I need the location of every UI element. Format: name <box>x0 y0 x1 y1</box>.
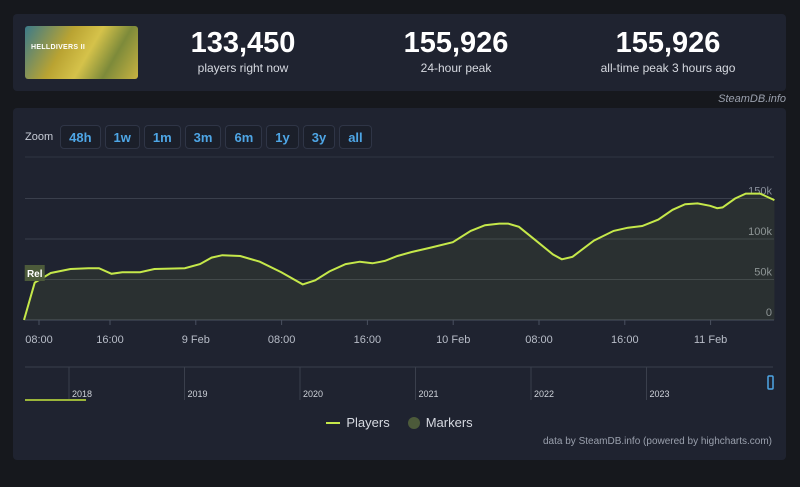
chart-card: Zoom 48h 1w 1m 3m 6m 1y 3y all Players M… <box>13 108 786 460</box>
stat-24h-peak: 155,926 24-hour peak <box>356 26 556 75</box>
navigator-year-label: 2020 <box>303 389 323 399</box>
zoom-6m-button[interactable]: 6m <box>225 125 263 149</box>
zoom-controls: Zoom 48h 1w 1m 3m 6m 1y 3y all <box>25 125 372 149</box>
legend-players-label: Players <box>346 415 390 430</box>
peak-24h-label: 24-hour peak <box>420 61 492 75</box>
zoom-3m-button[interactable]: 3m <box>184 125 222 149</box>
navigator-year-label: 2021 <box>419 389 439 399</box>
game-logo-text: HELLDIVERS II <box>31 44 86 51</box>
release-marker <box>24 265 45 281</box>
x-tick-label: 16:00 <box>96 334 124 346</box>
y-tick-label: 0 <box>766 307 772 319</box>
zoom-all-button[interactable]: all <box>339 125 372 149</box>
stat-alltime-peak: 155,926 all-time peak 3 hours ago <box>568 26 768 75</box>
circle-swatch-icon <box>407 416 420 429</box>
x-tick-label: 10 Feb <box>436 334 470 346</box>
zoom-1w-button[interactable]: 1w <box>104 125 140 149</box>
y-tick-label: 50k <box>754 267 772 279</box>
legend-markers-label: Markers <box>425 415 473 430</box>
legend-markers[interactable]: Markers <box>407 415 473 430</box>
zoom-3y-button[interactable]: 3y <box>302 125 336 149</box>
navigator-year-label: 2018 <box>72 389 92 399</box>
x-tick-label: 11 Feb <box>694 334 727 346</box>
current-players-label: players right now <box>197 61 289 75</box>
x-tick-label: 08:00 <box>25 334 53 346</box>
stat-current: 133,450 players right now <box>143 26 343 75</box>
legend-players[interactable]: Players <box>326 415 390 430</box>
steamdb-credit[interactable]: SteamDB.info <box>718 93 786 105</box>
x-tick-label: 16:00 <box>354 334 382 346</box>
navigator-handle[interactable] <box>767 375 774 390</box>
navigator-year-label: 2023 <box>650 389 670 399</box>
players-line <box>23 192 775 321</box>
navigator-year-label: 2019 <box>188 389 208 399</box>
legend: Players Markers <box>13 415 786 430</box>
zoom-label: Zoom <box>25 131 54 143</box>
alltime-peak-label: all-time peak 3 hours ago <box>600 61 736 75</box>
x-tick-label: 08:00 <box>525 334 553 346</box>
x-tick-label: 16:00 <box>611 334 639 346</box>
zoom-48h-button[interactable]: 48h <box>60 125 101 149</box>
navigator-year-label: 2022 <box>534 389 554 399</box>
x-tick-label: 9 Feb <box>182 334 210 346</box>
stats-card: HELLDIVERS II 133,450 players right now 1… <box>13 14 786 91</box>
x-tick-label: 08:00 <box>268 334 296 346</box>
chart-footer[interactable]: data by SteamDB.info (powered by highcha… <box>543 436 772 447</box>
line-swatch-icon <box>326 421 341 424</box>
zoom-1m-button[interactable]: 1m <box>143 125 181 149</box>
zoom-1y-button[interactable]: 1y <box>266 125 299 149</box>
y-tick-label: 100k <box>748 226 772 238</box>
players-area <box>24 193 775 320</box>
current-players-value: 133,450 <box>190 27 296 59</box>
alltime-peak-value: 155,926 <box>615 27 721 59</box>
game-thumbnail[interactable]: HELLDIVERS II <box>25 26 138 79</box>
release-marker-label: Rel <box>27 269 43 280</box>
peak-24h-value: 155,926 <box>403 27 509 59</box>
